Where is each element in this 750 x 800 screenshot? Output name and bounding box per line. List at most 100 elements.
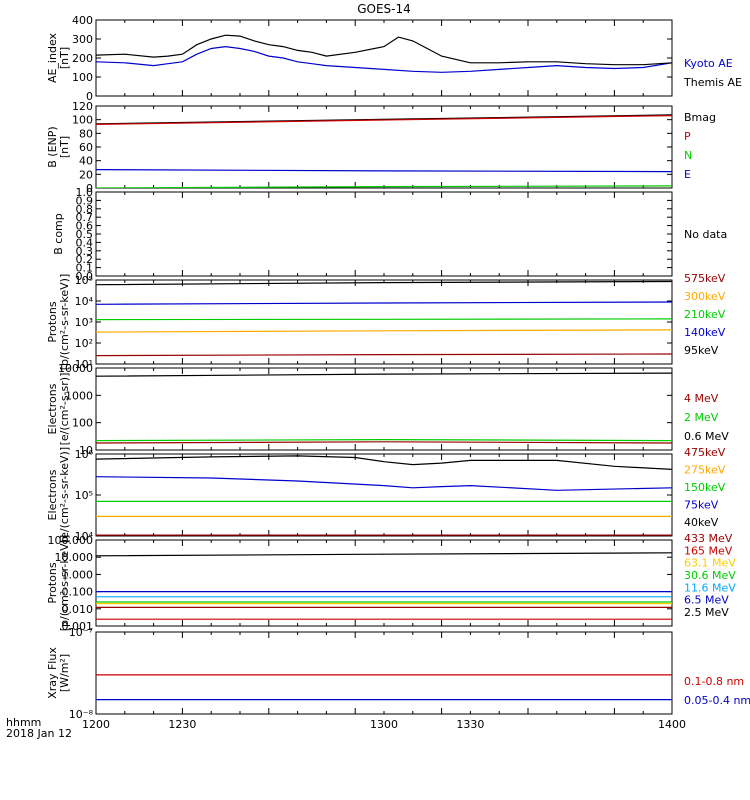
y-tick-label: 0 — [86, 90, 93, 103]
series-group — [96, 455, 672, 536]
legend-entry: 300keV — [684, 290, 726, 303]
x-tick-label: 1230 — [168, 718, 196, 731]
series-line — [96, 169, 672, 173]
legend-entry: Bmag — [684, 111, 716, 124]
legend-entry: 6.5 MeV — [684, 594, 729, 607]
series-line — [96, 441, 672, 444]
series-group — [96, 552, 672, 620]
legend-entry: N — [684, 149, 692, 162]
x-axis: 1200 1230 1300 1330 1400 — [82, 718, 686, 731]
legend-entry: 2.5 MeV — [684, 606, 729, 619]
y-axis-label: B (ENP) — [46, 126, 59, 167]
panel-frame — [95, 19, 673, 97]
series-group — [96, 114, 672, 188]
y-axis-label: [p/(cm²-s-sr-keV)] — [58, 535, 71, 632]
y-tick-label: 10⁻⁷ — [69, 626, 93, 639]
y-tick-label: 0.7 — [76, 211, 94, 224]
legend-entry: 140keV — [684, 326, 726, 339]
panel-frame — [95, 453, 673, 537]
y-tick-label: 0.2 — [76, 253, 94, 266]
panel-bcomp: 0.00.10.20.30.40.50.60.70.80.91.0 B comp N… — [52, 186, 727, 283]
y-tick-label: 10¹ — [75, 358, 93, 371]
panel-frame — [95, 631, 673, 715]
series-line — [96, 280, 672, 286]
legend-entry: 2 MeV — [684, 411, 719, 424]
series-group — [96, 280, 672, 357]
y-tick-label: 1.0 — [76, 186, 94, 199]
y-tick-label: 400 — [72, 14, 93, 27]
panel-electrons_mev: 10 100 1000 10000 Electrons [e/(cm²-s-sr)] 4 M… — [46, 362, 729, 457]
legend-entry: 475keV — [684, 446, 726, 459]
x-tick-label: 1200 — [82, 718, 110, 731]
y-tick-label: 100 — [72, 71, 93, 84]
panel-protons_mev: 0.001 0.010 0.100 1.000 10.000 100.000 Protons… — [46, 532, 736, 633]
y-axis-label: [nT] — [58, 47, 71, 69]
y-tick-label: 300 — [72, 33, 93, 46]
y-tick-label: 120 — [72, 100, 93, 113]
series-line — [96, 552, 672, 557]
panel-frame — [95, 105, 673, 189]
series-line — [96, 114, 672, 125]
y-tick-label: 0.3 — [76, 245, 94, 258]
y-axis-label: Electrons — [46, 383, 59, 434]
panel-xray: 10⁻⁸ 10⁻⁷ Xray Flux [W/m²] 0.1-0.8 nm 0.05-0.… — [46, 626, 750, 721]
y-tick-label: 0.1 — [76, 262, 94, 275]
series-line — [96, 329, 672, 333]
legend-entry: 0.1-0.8 nm — [684, 675, 744, 688]
y-tick-label: 40 — [79, 155, 93, 168]
series-line — [96, 45, 672, 73]
legend-entry: 0.6 MeV — [684, 430, 729, 443]
y-tick-label: 10.000 — [55, 551, 94, 564]
series-group — [96, 674, 672, 701]
panel-protons_low: 10¹ 10² 10³ 10⁴ 10⁵ Protons [p/(cm²-s-sr-keV)]… — [46, 272, 726, 371]
panel-frame — [95, 279, 673, 365]
legend-entry: 575keV — [684, 272, 726, 285]
y-tick-label: 0.4 — [76, 236, 94, 249]
legend-entry: 433 MeV — [684, 532, 733, 545]
y-tick-label: 1.000 — [62, 568, 94, 581]
y-tick-label: 100.000 — [48, 534, 94, 547]
chart-title: GOES-14 — [357, 2, 411, 16]
legend-entry: 95keV — [684, 344, 719, 357]
y-tick-label: 60 — [79, 141, 93, 154]
y-tick-label: 0.001 — [62, 620, 94, 633]
y-tick-label: 1000 — [65, 389, 93, 402]
y-tick-label: 100 — [72, 114, 93, 127]
y-axis-label: Protons — [46, 301, 59, 342]
series-line — [96, 455, 672, 470]
y-tick-label: 10⁴ — [75, 530, 94, 543]
legend-entry: P — [684, 130, 691, 143]
y-tick-label: 0.010 — [62, 603, 94, 616]
y-tick-label: 0 — [86, 182, 93, 195]
legend-entry: Themis AE — [683, 76, 742, 89]
panel-frame — [95, 191, 673, 277]
x-tick-label: 1300 — [370, 718, 398, 731]
y-tick-label: 200 — [72, 52, 93, 65]
panel-electrons_kev: 10⁴ 10⁵ 10⁶ Electrons [e/(cm²-s-sr-keV)] 475k… — [46, 446, 726, 543]
y-axis-label: Electrons — [46, 469, 59, 520]
series-line — [96, 439, 672, 442]
panel-frame — [95, 367, 673, 451]
legend-entry: 4 MeV — [684, 392, 719, 405]
legend-entry: 275keV — [684, 464, 726, 477]
y-tick-label: 0.0 — [76, 270, 94, 283]
y-tick-label: 20 — [79, 168, 93, 181]
series-group — [96, 372, 672, 444]
y-axis-label: [e/(cm²-s-sr-keV)] — [58, 447, 71, 543]
series-line — [96, 34, 672, 66]
y-tick-label: 10000 — [58, 362, 93, 375]
y-tick-label: 10³ — [75, 316, 93, 329]
y-tick-label: 0.9 — [76, 194, 94, 207]
legend-entry: 150keV — [684, 481, 726, 494]
footer-hhmm: hhmm — [6, 716, 41, 729]
y-tick-label: 10 — [79, 444, 93, 457]
legend-entry: 11.6 MeV — [684, 581, 736, 594]
panel-ae: 0 100 200 300 400 AE_index [nT] Kyoto AE Themis … — [46, 14, 742, 103]
y-tick-label: 10⁻⁸ — [69, 708, 94, 721]
legend-entry: 0.05-0.4 nm — [684, 694, 750, 707]
y-tick-label: 0.100 — [62, 586, 94, 599]
series-line — [96, 301, 672, 305]
